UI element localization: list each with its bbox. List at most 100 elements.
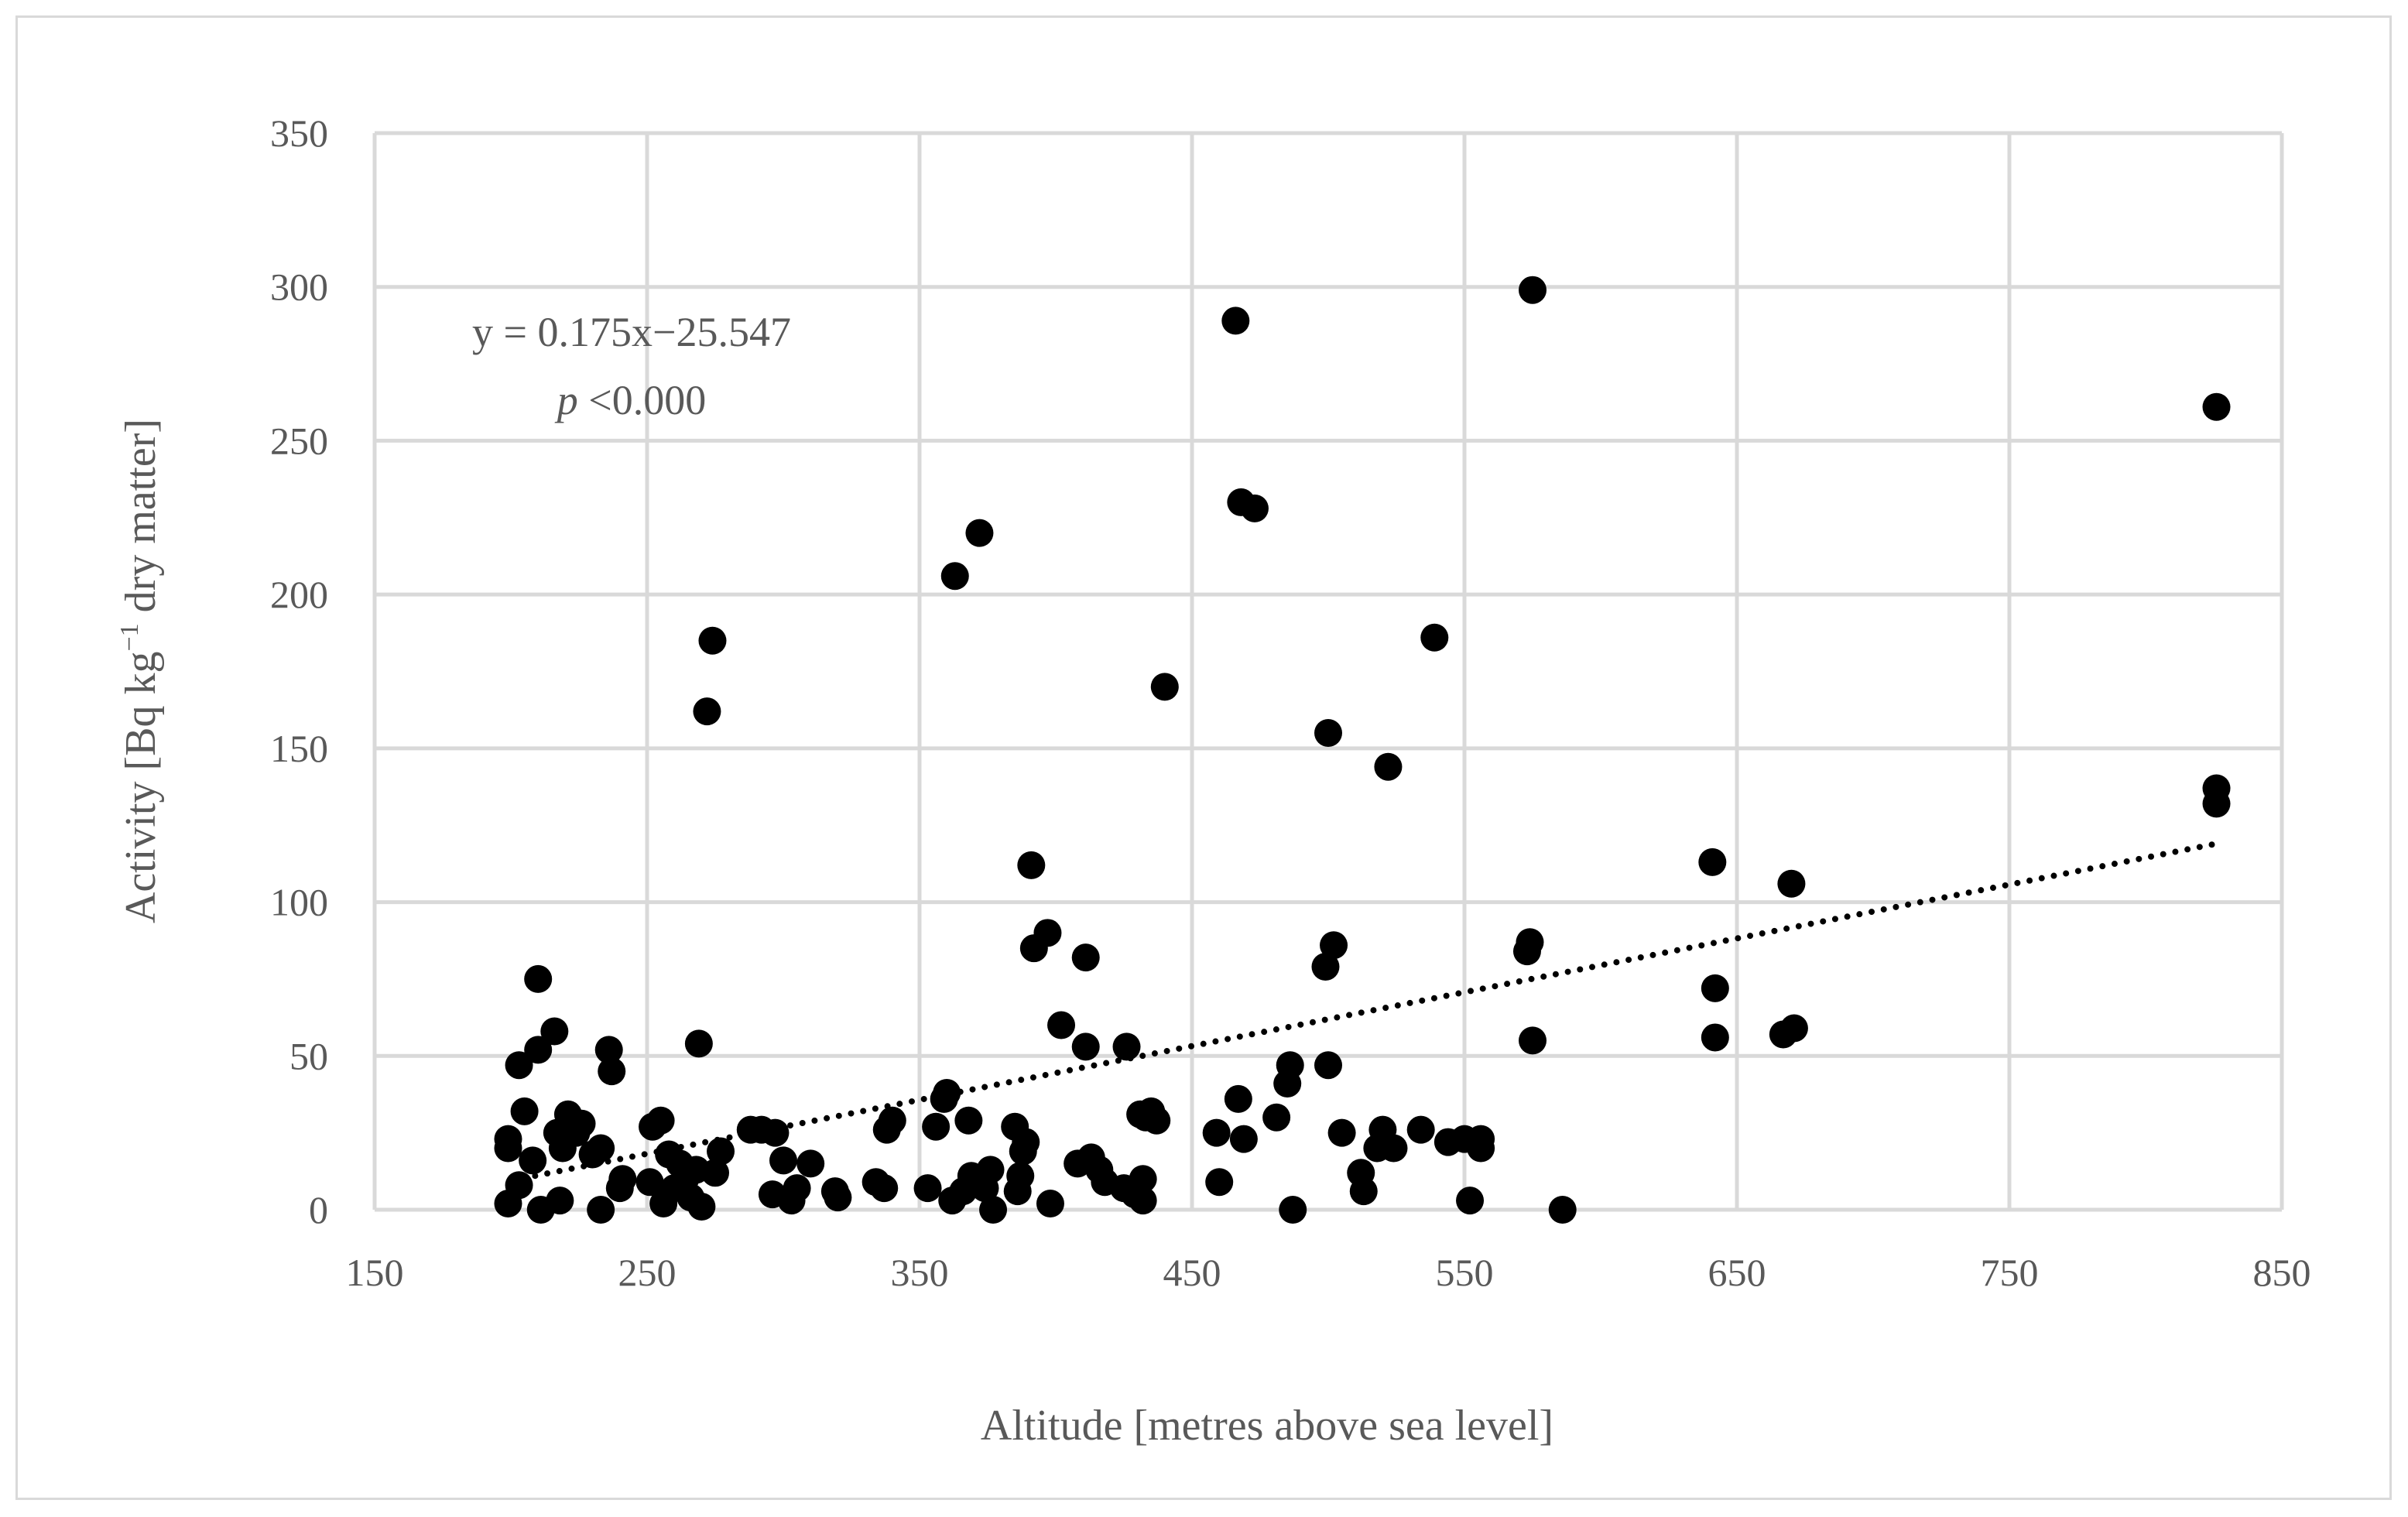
gridlines bbox=[372, 131, 2284, 1212]
data-point bbox=[1224, 1084, 1252, 1113]
data-point bbox=[2202, 392, 2231, 421]
regression-equation: y = 0.175x−25.547 bbox=[472, 309, 791, 355]
x-axis-title: Altitude [metres above sea level] bbox=[981, 1402, 1553, 1450]
data-point bbox=[684, 1029, 713, 1058]
data-point bbox=[608, 1165, 637, 1193]
y-axis-title: Activity [Bq kg−1 dry matter] bbox=[115, 419, 165, 923]
data-point bbox=[1033, 919, 1062, 947]
data-point bbox=[1519, 276, 1547, 304]
data-point bbox=[701, 1159, 729, 1187]
x-tick-label: 250 bbox=[618, 1251, 677, 1294]
data-point bbox=[1779, 1014, 1808, 1043]
data-point bbox=[933, 1078, 961, 1107]
data-point bbox=[693, 697, 721, 726]
data-point bbox=[524, 964, 553, 993]
data-point bbox=[635, 1168, 664, 1197]
data-point bbox=[1142, 1106, 1171, 1135]
data-point bbox=[1276, 1051, 1304, 1080]
data-point bbox=[1071, 943, 1100, 972]
data-point bbox=[1349, 1177, 1378, 1206]
data-point bbox=[1129, 1187, 1157, 1215]
data-point bbox=[913, 1174, 942, 1203]
x-tick-labels: 150 250 350 450 550 650 750 850 bbox=[346, 1251, 2311, 1294]
data-point bbox=[1314, 718, 1342, 747]
data-point bbox=[2202, 789, 2231, 818]
data-point bbox=[940, 562, 969, 591]
p-value-text: <0.000 bbox=[578, 377, 706, 423]
data-point bbox=[687, 1193, 716, 1221]
data-point bbox=[1229, 1125, 1258, 1153]
data-point bbox=[519, 1146, 547, 1175]
data-point bbox=[1548, 1196, 1577, 1224]
y-tick-label: 150 bbox=[270, 727, 328, 770]
data-point bbox=[1017, 851, 1046, 879]
data-point bbox=[1701, 1023, 1729, 1052]
data-point bbox=[870, 1174, 899, 1203]
data-point bbox=[540, 1017, 569, 1046]
data-point bbox=[1240, 494, 1269, 522]
data-point bbox=[783, 1174, 811, 1203]
data-point bbox=[1047, 1011, 1076, 1039]
data-point bbox=[1467, 1134, 1495, 1163]
data-point bbox=[546, 1187, 574, 1215]
data-point bbox=[979, 1196, 1008, 1224]
data-point bbox=[1202, 1118, 1231, 1147]
trendline bbox=[508, 841, 2217, 1184]
data-point bbox=[1406, 1115, 1435, 1144]
p-value-label: p <0.000 bbox=[554, 377, 706, 423]
data-point bbox=[976, 1156, 1005, 1184]
data-point bbox=[587, 1196, 615, 1224]
data-points bbox=[494, 276, 2231, 1224]
data-point bbox=[824, 1183, 852, 1212]
data-point bbox=[505, 1171, 533, 1200]
data-point bbox=[1262, 1103, 1291, 1132]
x-tick-label: 650 bbox=[1708, 1251, 1766, 1294]
data-point bbox=[1006, 1162, 1035, 1190]
trendline-path bbox=[508, 841, 2217, 1184]
y-tick-label: 100 bbox=[270, 881, 328, 924]
data-point bbox=[1420, 623, 1449, 652]
data-point bbox=[1129, 1165, 1157, 1193]
data-point bbox=[510, 1097, 539, 1125]
y-tick-labels: 0 50 100 150 200 250 300 350 bbox=[270, 111, 328, 1231]
x-tick-label: 750 bbox=[1981, 1251, 2039, 1294]
data-point bbox=[1374, 752, 1403, 781]
data-point bbox=[1314, 1051, 1342, 1080]
data-point bbox=[646, 1106, 675, 1135]
data-point bbox=[594, 1036, 623, 1064]
y-tick-label: 0 bbox=[309, 1188, 328, 1231]
y-axis-title-suffix: dry matter] bbox=[117, 419, 165, 623]
data-point bbox=[1519, 1026, 1547, 1055]
data-point bbox=[1071, 1032, 1100, 1061]
data-point bbox=[796, 1149, 825, 1178]
data-point bbox=[598, 1057, 626, 1086]
data-point bbox=[1516, 928, 1544, 957]
p-symbol: p bbox=[554, 377, 578, 423]
y-axis-title-prefix: Activity [Bq kg bbox=[117, 652, 165, 924]
data-point bbox=[1327, 1118, 1356, 1147]
chart-frame bbox=[15, 15, 2392, 1500]
data-point bbox=[1777, 869, 1806, 898]
data-point bbox=[1279, 1196, 1307, 1224]
data-point bbox=[1379, 1134, 1408, 1163]
x-tick-label: 450 bbox=[1163, 1251, 1221, 1294]
data-point bbox=[1456, 1187, 1485, 1215]
data-point bbox=[587, 1134, 615, 1163]
data-point bbox=[954, 1106, 983, 1135]
data-point bbox=[1701, 974, 1729, 1002]
y-tick-label: 350 bbox=[270, 111, 328, 155]
y-tick-label: 300 bbox=[270, 265, 328, 309]
x-tick-label: 350 bbox=[891, 1251, 949, 1294]
data-point bbox=[878, 1106, 906, 1135]
data-point bbox=[1150, 673, 1179, 701]
data-point bbox=[494, 1125, 522, 1153]
y-tick-label: 200 bbox=[270, 573, 328, 616]
y-axis-title-superscript: −1 bbox=[115, 623, 144, 651]
data-point bbox=[965, 519, 994, 547]
x-tick-label: 150 bbox=[346, 1251, 404, 1294]
data-point bbox=[698, 626, 727, 655]
data-point bbox=[1205, 1168, 1234, 1197]
data-point bbox=[761, 1118, 790, 1147]
data-point bbox=[1320, 931, 1348, 960]
